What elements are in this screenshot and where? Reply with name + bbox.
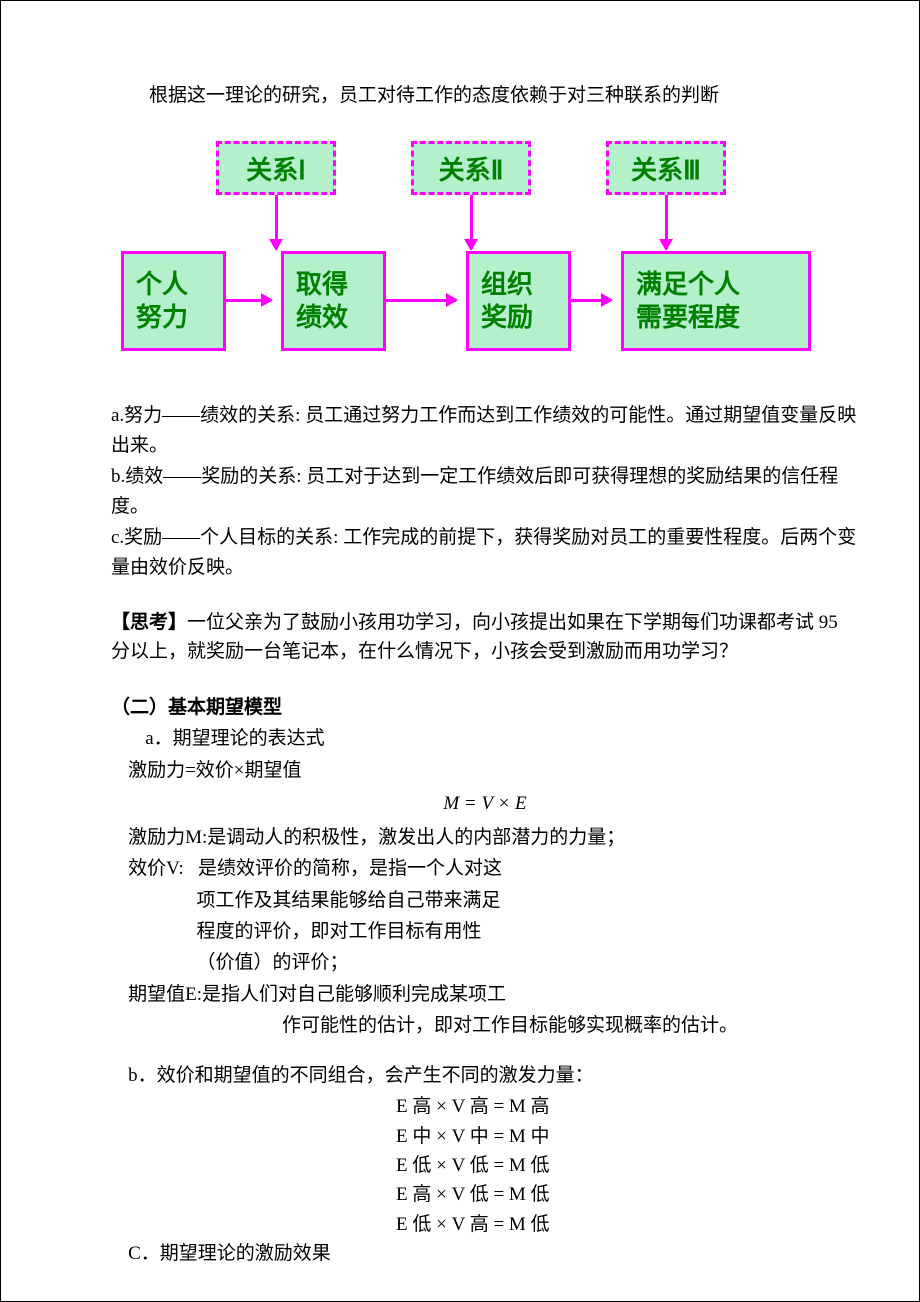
relation-c: c.奖励——个人目标的关系: 工作完成的前提下，获得奖励对员工的重要性程度。后两…: [111, 523, 859, 582]
combo-2: E 中 × V 中 = M 中: [111, 1122, 859, 1151]
relation-b: b.绩效——奖励的关系: 员工对于达到一定工作绩效后即可获得理想的奖励结果的信任…: [111, 462, 859, 521]
right-arrow: [386, 299, 456, 302]
think-block: 【思考】一位父亲为了鼓励小孩用功学习，向小孩提出如果在下学期每们功课都考试 95…: [111, 608, 859, 667]
equation-cn: 激励力=效价×期望值: [111, 756, 859, 785]
relations-block: a.努力——绩效的关系: 员工通过努力工作而达到工作绩效的可能性。通过期望值变量…: [111, 401, 859, 582]
combo-1: E 高 × V 高 = M 高: [111, 1092, 859, 1121]
down-arrow: [470, 195, 473, 249]
combo-4: E 高 × V 低 = M 低: [111, 1180, 859, 1209]
stage-line2: 需要程度: [636, 301, 740, 335]
e-line2: 作可能性的估计，即对工作目标能够实现概率的估计。: [111, 1011, 859, 1040]
v-line2: 项工作及其结果能够给自己带来满足: [111, 886, 859, 915]
down-arrow: [665, 195, 668, 249]
relation-box-1: 关系Ⅰ: [216, 141, 336, 195]
combo-3: E 低 × V 低 = M 低: [111, 1151, 859, 1180]
flow-diagram: 关系Ⅰ 关系Ⅱ 关系Ⅲ 个人 努力 取得 绩效 组织 奖励 满足个人 需要程度: [121, 141, 841, 361]
stage-line2: 绩效: [296, 301, 348, 335]
equation-symbol: M = V × E: [111, 789, 859, 818]
relation-box-2: 关系Ⅱ: [411, 141, 531, 195]
model-a-label: a．期望理论的表达式: [111, 724, 859, 753]
e-label: 期望值E:: [128, 980, 202, 1009]
v-label: 效价V:: [128, 858, 184, 879]
model-b-label: b．效价和期望值的不同组合，会产生不同的激发力量：: [111, 1061, 859, 1090]
stage-box-1: 个人 努力: [121, 251, 226, 351]
stage-box-3: 组织 奖励: [466, 251, 571, 351]
v-line1: 是绩效评价的简称，是指一个人对这: [198, 858, 502, 879]
combo-5: E 低 × V 高 = M 低: [111, 1210, 859, 1239]
intro-text: 根据这一理论的研究，员工对待工作的态度依赖于对三种联系的判断: [111, 81, 859, 111]
stage-box-2: 取得 绩效: [281, 251, 386, 351]
stage-line1: 取得: [296, 268, 348, 302]
relation-a: a.努力——绩效的关系: 员工通过努力工作而达到工作绩效的可能性。通过期望值变量…: [111, 401, 859, 460]
stage-line2: 努力: [136, 301, 188, 335]
e-line1: 是指人们对自己能够顺利完成某项工: [202, 980, 859, 1009]
think-text: 一位父亲为了鼓励小孩用功学习，向小孩提出如果在下学期每们功课都考试 95 分以上…: [111, 612, 838, 662]
v-definition: 效价V: 是绩效评价的简称，是指一个人对这: [111, 854, 859, 883]
document-page: 根据这一理论的研究，员工对待工作的态度依赖于对三种联系的判断 关系Ⅰ 关系Ⅱ 关…: [0, 0, 920, 1302]
stage-line2: 奖励: [481, 301, 533, 335]
model-block: （二）基本期望模型 a．期望理论的表达式 激励力=效价×期望值 M = V × …: [111, 693, 859, 1269]
v-line3: 程度的评价，即对工作目标有用性: [111, 917, 859, 946]
v-line4: （价值）的评价；: [111, 948, 859, 977]
stage-box-4: 满足个人 需要程度: [621, 251, 811, 351]
stage-line1: 个人: [136, 268, 188, 302]
model-heading: （二）基本期望模型: [111, 693, 859, 722]
right-arrow: [226, 299, 271, 302]
think-label: 【思考】: [111, 612, 187, 633]
e-definition: 期望值E:是指人们对自己能够顺利完成某项工: [111, 980, 859, 1009]
relation-box-3: 关系Ⅲ: [606, 141, 726, 195]
stage-line1: 满足个人: [636, 268, 740, 302]
stage-line1: 组织: [481, 268, 533, 302]
model-c-label: C．期望理论的激励效果: [111, 1239, 859, 1268]
down-arrow: [275, 195, 278, 249]
right-arrow: [571, 299, 611, 302]
m-definition: 激励力M:是调动人的积极性，激发出人的内部潜力的力量；: [111, 823, 859, 852]
